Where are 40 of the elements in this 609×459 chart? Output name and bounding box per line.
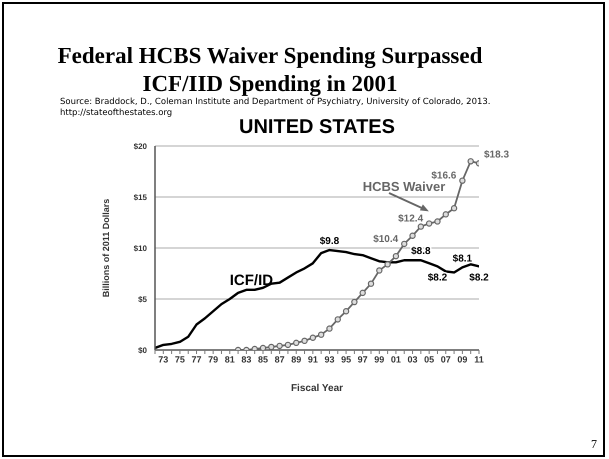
x-tick-label: 95 bbox=[341, 354, 352, 364]
data-label: $8.2 bbox=[428, 272, 448, 284]
source-note: Source: Braddock, D., Coleman Institute and Department of Psychiatry, University of Colorado, 2013. http://stateofthestates.org bbox=[60, 97, 491, 118]
x-tick-label: 73 bbox=[158, 354, 168, 364]
x-tick-label: 01 bbox=[390, 354, 401, 364]
y-tick-label: $5 bbox=[138, 294, 148, 304]
data-label: $9.8 bbox=[320, 236, 340, 248]
data-label: $12.4 bbox=[398, 214, 424, 225]
data-label: $8.2 bbox=[469, 272, 490, 284]
x-tick-label: 81 bbox=[224, 354, 235, 364]
data-label: $8.8 bbox=[411, 246, 432, 258]
x-tick-label: 97 bbox=[358, 354, 368, 364]
x-tick-label: 89 bbox=[291, 354, 302, 364]
x-tick-label: 93 bbox=[324, 354, 334, 364]
y-tick-label: $15 bbox=[134, 192, 148, 202]
y-axis-title: Billions of 2011 Dollars bbox=[101, 198, 112, 298]
x-tick-label: 83 bbox=[241, 354, 252, 364]
x-tick-label: 85 bbox=[258, 354, 268, 364]
x-tick-label: 03 bbox=[408, 354, 418, 364]
y-tick-label: $0 bbox=[138, 346, 148, 355]
chart-subtitle: UNITED STATES bbox=[239, 116, 395, 138]
data-label: $8.1 bbox=[452, 253, 473, 264]
x-tick-label: 87 bbox=[274, 354, 285, 364]
series-label: ICF/ID bbox=[230, 272, 274, 290]
x-tick-label: 11 bbox=[474, 354, 484, 364]
x-tick-label: 07 bbox=[440, 354, 451, 364]
x-axis-title: Fiscal Year bbox=[290, 383, 344, 394]
x-tick-label: 75 bbox=[174, 354, 185, 364]
y-tick-label: $10 bbox=[134, 244, 148, 253]
data-label: $18.3 bbox=[484, 149, 510, 160]
x-tick-label: 77 bbox=[192, 354, 202, 364]
x-tick-label: 99 bbox=[374, 354, 384, 364]
text: 7 bbox=[591, 437, 597, 452]
x-tick-label: 79 bbox=[208, 354, 218, 364]
x-tick-label: 09 bbox=[457, 354, 468, 364]
chart-title: Federal HCBS Waiver Spending Surpassed ICF/IID Spending in 2001 bbox=[56, 42, 484, 98]
x-tick-label: 05 bbox=[424, 354, 434, 364]
y-tick-label: $20 bbox=[134, 142, 148, 151]
data-label: $10.4 bbox=[373, 234, 399, 245]
x-tick-label: 91 bbox=[308, 354, 318, 364]
